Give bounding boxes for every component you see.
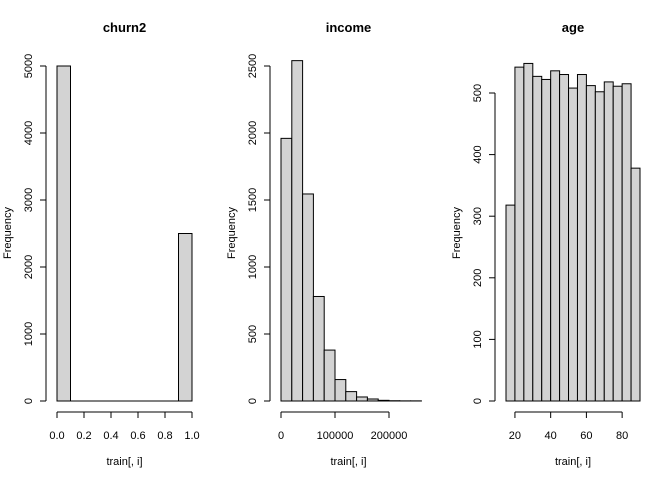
histogram-bar: [630, 167, 641, 402]
histogram-bar: [523, 62, 534, 402]
histogram-bar: [312, 295, 325, 402]
histogram-bar: [603, 81, 614, 402]
histogram-bar: [323, 349, 336, 402]
y-tick-label: 3000: [23, 188, 35, 212]
y-tick-label: 200: [472, 269, 484, 287]
panel-title: income: [326, 20, 372, 35]
histogram-bar: [377, 399, 390, 402]
y-tick-label: 0: [472, 398, 484, 404]
histogram-bar: [541, 78, 552, 402]
panel-income: income train[, i] Frequency 0 100000 20000…: [226, 20, 422, 468]
histogram-bar: [334, 379, 347, 402]
histogram-bar: [514, 66, 525, 402]
histogram-bar: [550, 70, 561, 402]
y-tick-label: 500: [472, 84, 484, 102]
y-tick-label: 2500: [247, 54, 259, 78]
y-tick-label: 0: [247, 398, 259, 404]
histogram-bar: [576, 74, 587, 402]
y-tick-label: 100: [472, 330, 484, 348]
x-axis-label: train[, i]: [330, 456, 366, 468]
x-tick-label: 200000: [371, 430, 408, 442]
histogram-bar: [594, 91, 605, 402]
y-tick-label: 300: [472, 207, 484, 225]
x-tick-label: 40: [545, 430, 557, 442]
x-axis-label: train[, i]: [106, 456, 142, 468]
x-tick-label: 80: [616, 430, 628, 442]
x-tick-label: 1.0: [184, 430, 199, 442]
y-tick-label: 0: [23, 398, 35, 404]
histogram-bar: [178, 233, 193, 402]
histogram-bar: [505, 204, 516, 402]
histogram-bar: [366, 398, 379, 402]
x-tick-label: 100000: [317, 430, 354, 442]
y-axis-label: Frequency: [451, 207, 463, 259]
y-tick-label: 4000: [23, 121, 35, 145]
panel-age: age train[, i] Frequency 20 40 60 80 0 100 200…: [451, 20, 641, 468]
y-tick-label: 400: [472, 145, 484, 163]
histogram-bar: [612, 85, 623, 402]
y-tick-label: 500: [247, 325, 259, 343]
histogram-bar: [585, 85, 596, 402]
panel-title: age: [562, 20, 584, 35]
y-tick-label: 2000: [23, 255, 35, 279]
x-tick-label: 0.8: [157, 430, 172, 442]
histogram-bar: [559, 74, 570, 402]
x-axis-label: train[, i]: [555, 456, 591, 468]
histogram-bar: [291, 60, 304, 402]
histogram-bar: [356, 396, 368, 402]
x-tick-label: 0.2: [76, 430, 91, 442]
x-tick-label: 0.4: [103, 430, 118, 442]
histogram-bar: [621, 83, 632, 402]
y-axis-label: Frequency: [226, 207, 238, 259]
x-tick-label: 60: [580, 430, 592, 442]
x-tick-label: 0.6: [130, 430, 145, 442]
histogram-bar: [302, 193, 314, 402]
y-axis-label: Frequency: [2, 207, 14, 259]
histogram-bar: [280, 137, 293, 402]
panel-title: churn2: [103, 20, 146, 35]
y-tick-label: 1500: [247, 188, 259, 212]
x-tick-label: 0: [278, 430, 284, 442]
histogram-bar: [532, 75, 543, 402]
x-tick-label: 0.0: [49, 430, 64, 442]
y-tick-label: 5000: [23, 54, 35, 78]
y-tick-label: 1000: [23, 322, 35, 346]
y-tick-label: 2000: [247, 121, 259, 145]
histogram-bar: [568, 87, 578, 402]
panel-churn2: churn2 train[, i] Frequency 0.0 0.2 0.4 0.6…: [2, 20, 200, 468]
x-tick-label: 20: [509, 430, 521, 442]
histogram-bar: [345, 391, 358, 402]
y-tick-label: 1000: [247, 255, 259, 279]
histogram-bar: [56, 65, 71, 402]
